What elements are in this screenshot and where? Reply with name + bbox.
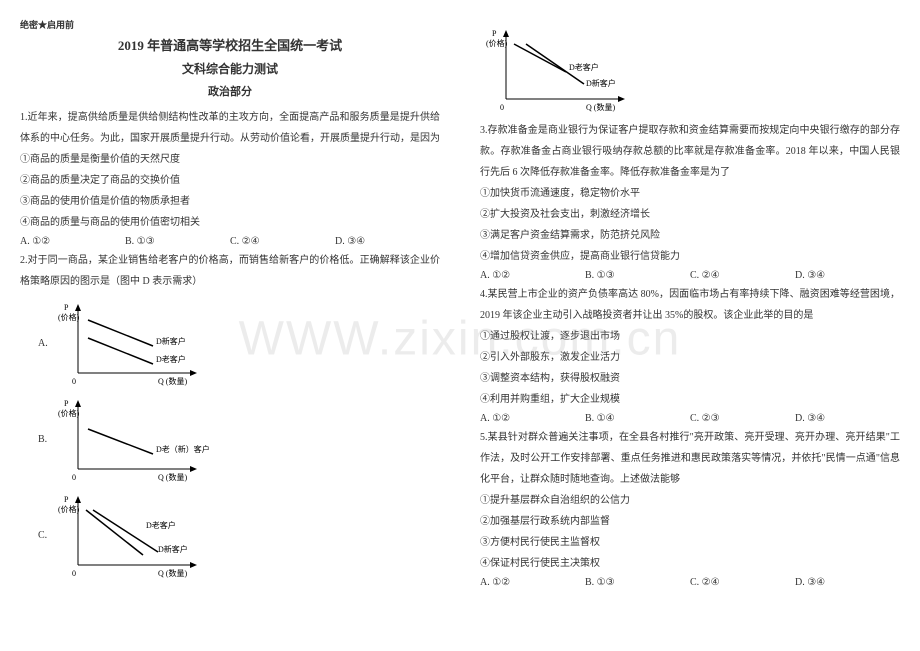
chart-c-ylabel: P — [64, 495, 69, 504]
q3-s1: ①加快货币流通速度，稳定物价水平 — [480, 183, 900, 204]
chart-b-doldnew: D老（新）客户 — [156, 444, 210, 454]
q1-optD: D. ③④ — [335, 236, 440, 247]
main-title: 2019 年普通高等学校招生全国统一考试 — [20, 35, 440, 54]
q3-options: A. ①② B. ①③ C. ②④ D. ③④ — [480, 270, 900, 281]
q5-s4: ④保证村民行使民主决策权 — [480, 553, 900, 574]
q5-optC: C. ②④ — [690, 577, 795, 588]
chart-a-dnew: D新客户 — [156, 336, 186, 346]
section-title: 政治部分 — [20, 83, 440, 99]
q3-optD: D. ③④ — [795, 270, 900, 281]
q5-optB: B. ①③ — [585, 577, 690, 588]
svg-text:0: 0 — [72, 473, 76, 482]
chart-d: P (价格) 0 Q (数量) D老客户 D新客户 — [486, 24, 636, 114]
q3-s3: ③满足客户资金结算需求，防范挤兑风险 — [480, 225, 900, 246]
chart-d-dnew: D新客户 — [586, 78, 616, 88]
q1-s4: ④商品的质量与商品的使用价值密切相关 — [20, 212, 440, 233]
q4-optA: A. ①② — [480, 413, 585, 424]
q4-s1: ①通过股权让渡，逐步退出市场 — [480, 326, 900, 347]
chart-b: P (价格) 0 Q (数量) D老（新）客户 — [58, 394, 218, 484]
chart-a-wrap: A. P (价格) 0 Q (数量) D新客户 D老客户 — [38, 298, 440, 388]
chart-d-dold: D老客户 — [569, 62, 599, 72]
q4-s2: ②引入外部股东，激发企业活力 — [480, 347, 900, 368]
chart-d-ylabel: P — [492, 29, 497, 38]
chart-c-dold: D老客户 — [146, 520, 176, 530]
chart-b-ysub: (价格) — [58, 408, 80, 418]
q4-optD: D. ③④ — [795, 413, 900, 424]
q3-optA: A. ①② — [480, 270, 585, 281]
q1-optB: B. ①③ — [125, 236, 230, 247]
chart-a-label: A. — [38, 338, 48, 349]
q3-stem: 3.存款准备金是商业银行为保证客户提取存款和资金结算需要而按规定向中央银行缴存的… — [480, 120, 900, 183]
q5-s3: ③方便村民行使民主监督权 — [480, 532, 900, 553]
q2-stem: 2.对于同一商品，某企业销售给老客户的价格高，而销售给新客户的价格低。正确解释该… — [20, 250, 440, 292]
q4-s4: ④利用并购重组，扩大企业规模 — [480, 389, 900, 410]
q1-s3: ③商品的使用价值是价值的物质承担者 — [20, 191, 440, 212]
q3-optC: C. ②④ — [690, 270, 795, 281]
svg-text:0: 0 — [72, 569, 76, 578]
left-column: 绝密★启用前 2019 年普通高等学校招生全国统一考试 文科综合能力测试 政治部… — [0, 0, 460, 651]
chart-c-xlabel: Q (数量) — [158, 568, 187, 578]
chart-a-ylabel: P — [64, 303, 69, 312]
right-column: P (价格) 0 Q (数量) D老客户 D新客户 3.存款准备金是商业银行为保… — [460, 0, 920, 651]
q4-s3: ③调整资本结构，获得股权融资 — [480, 368, 900, 389]
chart-d-xlabel: Q (数量) — [586, 102, 615, 112]
chart-b-label: B. — [38, 434, 47, 445]
chart-b-ylabel: P — [64, 399, 69, 408]
chart-d-wrap: P (价格) 0 Q (数量) D老客户 D新客户 — [486, 24, 900, 114]
q3-s2: ②扩大投资及社会支出，刺激经济增长 — [480, 204, 900, 225]
q4-stem: 4.某民营上市企业的资产负债率高达 80%，因面临市场占有率持续下降、融资困难等… — [480, 284, 900, 326]
q4-optC: C. ②③ — [690, 413, 795, 424]
chart-a: P (价格) 0 Q (数量) D新客户 D老客户 — [58, 298, 208, 388]
page-container: 绝密★启用前 2019 年普通高等学校招生全国统一考试 文科综合能力测试 政治部… — [0, 0, 920, 651]
q1-s2: ②商品的质量决定了商品的交换价值 — [20, 170, 440, 191]
sub-title: 文科综合能力测试 — [20, 60, 440, 77]
q5-s1: ①提升基层群众自治组织的公信力 — [480, 490, 900, 511]
svg-text:0: 0 — [500, 103, 504, 112]
chart-a-ysub: (价格) — [58, 312, 80, 322]
q1-options: A. ①② B. ①③ C. ②④ D. ③④ — [20, 236, 440, 247]
chart-c: P (价格) 0 Q (数量) D老客户 D新客户 — [58, 490, 208, 580]
q1-s1: ①商品的质量是衡量价值的天然尺度 — [20, 149, 440, 170]
chart-a-xlabel: Q (数量) — [158, 376, 187, 386]
q3-s4: ④增加信贷资金供应，提高商业银行信贷能力 — [480, 246, 900, 267]
chart-c-dnew: D新客户 — [158, 544, 188, 554]
q5-options: A. ①② B. ①③ C. ②④ D. ③④ — [480, 577, 900, 588]
chart-b-wrap: B. P (价格) 0 Q (数量) D老（新）客户 — [38, 394, 440, 484]
chart-c-ysub: (价格) — [58, 504, 80, 514]
svg-text:0: 0 — [72, 377, 76, 386]
q5-optD: D. ③④ — [795, 577, 900, 588]
chart-d-ysub: (价格) — [486, 38, 508, 48]
q1-optA: A. ①② — [20, 236, 125, 247]
q3-optB: B. ①③ — [585, 270, 690, 281]
q1-stem: 1.近年来，提高供给质量是供给侧结构性改革的主攻方向，全面提高产品和服务质量是提… — [20, 107, 440, 149]
q4-optB: B. ①④ — [585, 413, 690, 424]
q4-options: A. ①② B. ①④ C. ②③ D. ③④ — [480, 413, 900, 424]
chart-b-xlabel: Q (数量) — [158, 472, 187, 482]
chart-c-label: C. — [38, 530, 47, 541]
q1-optC: C. ②④ — [230, 236, 335, 247]
chart-c-wrap: C. P (价格) 0 Q (数量) D老客户 D新客户 — [38, 490, 440, 580]
q5-stem: 5.某县针对群众普遍关注事项，在全县各村推行"亮开政策、亮开受理、亮开办理、亮开… — [480, 427, 900, 490]
q5-s2: ②加强基层行政系统内部监督 — [480, 511, 900, 532]
secret-label: 绝密★启用前 — [20, 18, 440, 31]
chart-a-dold: D老客户 — [156, 354, 186, 364]
q5-optA: A. ①② — [480, 577, 585, 588]
